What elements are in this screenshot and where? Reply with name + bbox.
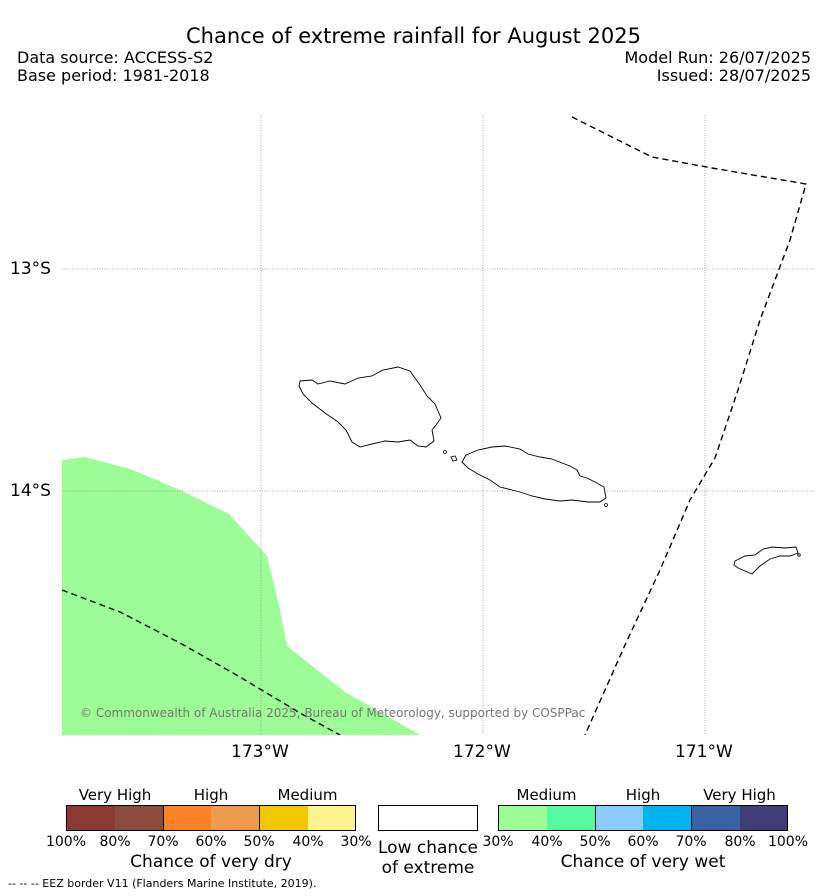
wet-swatch-6: [740, 805, 788, 831]
islet: [450, 455, 458, 462]
lat-label-14s: 14°S: [10, 481, 51, 501]
base-period: Base period: 1981-2018: [17, 66, 210, 85]
wet-region: [62, 457, 420, 735]
lon-label-171w: 171°W: [675, 742, 733, 762]
wet-legend-title: Chance of very wet: [560, 852, 726, 872]
dry-swatch-4: [211, 805, 259, 831]
dry-category-medium: Medium: [277, 786, 338, 804]
dry-swatch-2: [115, 805, 163, 831]
low-swatch: [378, 805, 478, 831]
wet-tick: 80%: [724, 834, 756, 850]
wet-swatch-5: [691, 805, 740, 831]
islet: [604, 503, 608, 507]
dry-tick: 60%: [195, 834, 227, 850]
wet-tick: 40%: [531, 834, 563, 850]
lon-label-173w: 173°W: [231, 742, 289, 762]
wet-tick: 60%: [627, 834, 659, 850]
dry-tick: 30%: [340, 834, 372, 850]
copyright-credit: © Commonwealth of Australia 2025, Bureau…: [80, 706, 586, 720]
low-title-line1: Low chance: [378, 838, 478, 858]
low-legend-title: Low chance of extreme: [368, 838, 488, 878]
wet-category-medium: Medium: [516, 786, 577, 804]
eez-footnote: -- -- -- EEZ border V11 (Flanders Marine…: [8, 877, 317, 890]
wet-tick: 100%: [767, 834, 809, 850]
data-source: Data source: ACCESS-S2: [17, 48, 214, 67]
wet-category-high: High: [625, 786, 661, 804]
dry-tick: 40%: [292, 834, 324, 850]
dry-legend-title: Chance of very dry: [130, 852, 292, 872]
island-tutuila: [733, 546, 799, 575]
dry-tick: 50%: [243, 834, 275, 850]
wet-category-very-high: Very High: [703, 786, 776, 804]
dry-category-high: High: [193, 786, 229, 804]
graticule: [62, 115, 815, 735]
dry-swatch-1: [66, 805, 115, 831]
dry-category-very-high: Very High: [78, 786, 152, 804]
wet-swatch-1: [498, 805, 547, 831]
low-title-line2: of extreme: [381, 858, 475, 878]
dry-swatch-5: [259, 805, 308, 831]
wet-tick: 50%: [579, 834, 611, 850]
dry-tick: 70%: [147, 834, 179, 850]
island-upolu: [461, 445, 607, 503]
eez-border: [62, 116, 807, 735]
dry-swatch-6: [308, 805, 356, 831]
dry-swatch-3: [163, 805, 211, 831]
model-run: Model Run: 26/07/2025: [624, 48, 812, 67]
map-canvas: [62, 115, 815, 735]
wet-tick: 30%: [482, 834, 514, 850]
lon-label-172w: 172°W: [453, 742, 511, 762]
islet: [797, 553, 801, 557]
dry-tick: 80%: [99, 834, 131, 850]
island-savaii: [298, 366, 442, 448]
issued-date: Issued: 28/07/2025: [656, 66, 811, 85]
wet-swatch-2: [547, 805, 595, 831]
wet-swatch-4: [643, 805, 691, 831]
dry-tick: 100%: [45, 834, 87, 850]
islet: [443, 450, 447, 454]
lat-label-13s: 13°S: [10, 259, 51, 279]
wet-tick: 70%: [675, 834, 707, 850]
wet-swatch-3: [595, 805, 643, 831]
map-title: Chance of extreme rainfall for August 20…: [186, 24, 641, 48]
